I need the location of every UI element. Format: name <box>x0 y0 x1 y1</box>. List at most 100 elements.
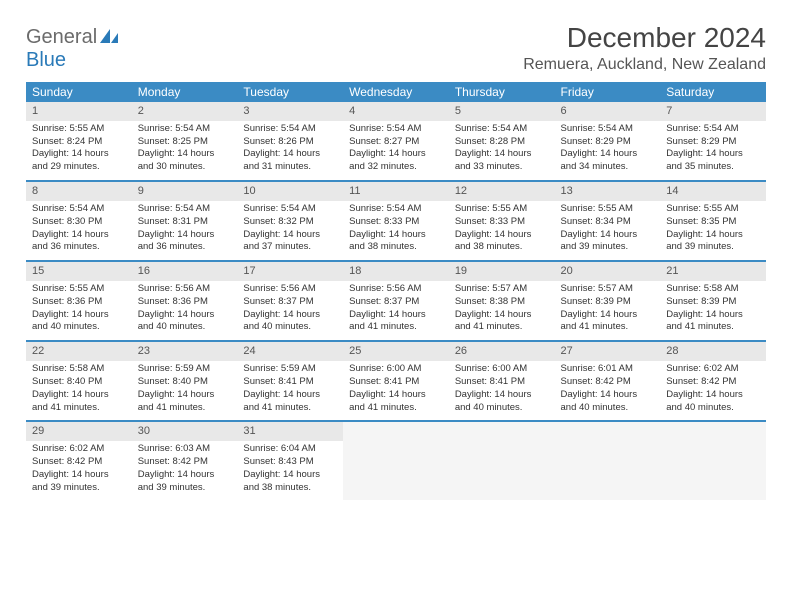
daylight-text: Daylight: 14 hours and 29 minutes. <box>32 148 126 174</box>
daylight-text: Daylight: 14 hours and 41 minutes. <box>455 309 549 335</box>
day-number: 9 <box>132 182 238 201</box>
sunset-text: Sunset: 8:42 PM <box>666 376 760 389</box>
calendar-row: 15Sunrise: 5:55 AMSunset: 8:36 PMDayligh… <box>26 261 766 341</box>
daylight-text: Daylight: 14 hours and 39 minutes. <box>561 229 655 255</box>
day-body: Sunrise: 5:55 AMSunset: 8:33 PMDaylight:… <box>449 201 555 260</box>
sunrise-text: Sunrise: 5:56 AM <box>243 283 337 296</box>
weekday-header: Wednesday <box>343 82 449 102</box>
day-number: 22 <box>26 342 132 361</box>
calendar-cell: 23Sunrise: 5:59 AMSunset: 8:40 PMDayligh… <box>132 341 238 421</box>
sunset-text: Sunset: 8:33 PM <box>455 216 549 229</box>
daylight-text: Daylight: 14 hours and 34 minutes. <box>561 148 655 174</box>
sunrise-text: Sunrise: 6:01 AM <box>561 363 655 376</box>
sunset-text: Sunset: 8:43 PM <box>243 456 337 469</box>
calendar-cell: 24Sunrise: 5:59 AMSunset: 8:41 PMDayligh… <box>237 341 343 421</box>
calendar-cell: 7Sunrise: 5:54 AMSunset: 8:29 PMDaylight… <box>660 102 766 181</box>
daylight-text: Daylight: 14 hours and 41 minutes. <box>349 309 443 335</box>
day-number: 20 <box>555 262 661 281</box>
sunset-text: Sunset: 8:35 PM <box>666 216 760 229</box>
day-body: Sunrise: 5:54 AMSunset: 8:28 PMDaylight:… <box>449 121 555 180</box>
day-number: 10 <box>237 182 343 201</box>
sunset-text: Sunset: 8:32 PM <box>243 216 337 229</box>
location: Remuera, Auckland, New Zealand <box>523 56 766 74</box>
calendar-cell: 20Sunrise: 5:57 AMSunset: 8:39 PMDayligh… <box>555 261 661 341</box>
sunset-text: Sunset: 8:30 PM <box>32 216 126 229</box>
sunrise-text: Sunrise: 6:00 AM <box>349 363 443 376</box>
calendar-cell: 29Sunrise: 6:02 AMSunset: 8:42 PMDayligh… <box>26 421 132 500</box>
day-number: 24 <box>237 342 343 361</box>
day-body: Sunrise: 5:59 AMSunset: 8:41 PMDaylight:… <box>237 361 343 420</box>
sunset-text: Sunset: 8:26 PM <box>243 136 337 149</box>
day-number: 15 <box>26 262 132 281</box>
sunset-text: Sunset: 8:28 PM <box>455 136 549 149</box>
sunset-text: Sunset: 8:37 PM <box>243 296 337 309</box>
weekday-header: Thursday <box>449 82 555 102</box>
sunrise-text: Sunrise: 5:54 AM <box>455 123 549 136</box>
daylight-text: Daylight: 14 hours and 40 minutes. <box>455 389 549 415</box>
sunset-text: Sunset: 8:33 PM <box>349 216 443 229</box>
logo-text-blue: Blue <box>26 49 66 71</box>
sunrise-text: Sunrise: 5:58 AM <box>32 363 126 376</box>
day-body: Sunrise: 5:58 AMSunset: 8:40 PMDaylight:… <box>26 361 132 420</box>
calendar-cell: 14Sunrise: 5:55 AMSunset: 8:35 PMDayligh… <box>660 181 766 261</box>
sunset-text: Sunset: 8:27 PM <box>349 136 443 149</box>
day-body: Sunrise: 5:57 AMSunset: 8:38 PMDaylight:… <box>449 281 555 340</box>
sunrise-text: Sunrise: 6:03 AM <box>138 443 232 456</box>
calendar-cell: 19Sunrise: 5:57 AMSunset: 8:38 PMDayligh… <box>449 261 555 341</box>
calendar-cell: 9Sunrise: 5:54 AMSunset: 8:31 PMDaylight… <box>132 181 238 261</box>
day-body: Sunrise: 5:54 AMSunset: 8:26 PMDaylight:… <box>237 121 343 180</box>
weekday-header-row: Sunday Monday Tuesday Wednesday Thursday… <box>26 82 766 102</box>
day-number: 14 <box>660 182 766 201</box>
day-body: Sunrise: 5:56 AMSunset: 8:37 PMDaylight:… <box>343 281 449 340</box>
sunrise-text: Sunrise: 5:55 AM <box>32 283 126 296</box>
calendar-cell: 22Sunrise: 5:58 AMSunset: 8:40 PMDayligh… <box>26 341 132 421</box>
sunrise-text: Sunrise: 5:56 AM <box>349 283 443 296</box>
sunset-text: Sunset: 8:41 PM <box>349 376 443 389</box>
sunset-text: Sunset: 8:36 PM <box>138 296 232 309</box>
calendar-table: Sunday Monday Tuesday Wednesday Thursday… <box>26 82 766 500</box>
sunrise-text: Sunrise: 5:54 AM <box>349 203 443 216</box>
day-body: Sunrise: 5:54 AMSunset: 8:32 PMDaylight:… <box>237 201 343 260</box>
daylight-text: Daylight: 14 hours and 33 minutes. <box>455 148 549 174</box>
sunrise-text: Sunrise: 5:56 AM <box>138 283 232 296</box>
day-number: 6 <box>555 102 661 121</box>
day-number: 27 <box>555 342 661 361</box>
day-body: Sunrise: 5:54 AMSunset: 8:33 PMDaylight:… <box>343 201 449 260</box>
day-number: 12 <box>449 182 555 201</box>
title-block: December 2024 Remuera, Auckland, New Zea… <box>523 22 766 74</box>
calendar-cell: 3Sunrise: 5:54 AMSunset: 8:26 PMDaylight… <box>237 102 343 181</box>
daylight-text: Daylight: 14 hours and 35 minutes. <box>666 148 760 174</box>
calendar-row: 8Sunrise: 5:54 AMSunset: 8:30 PMDaylight… <box>26 181 766 261</box>
day-number: 1 <box>26 102 132 121</box>
day-body: Sunrise: 5:56 AMSunset: 8:36 PMDaylight:… <box>132 281 238 340</box>
sunset-text: Sunset: 8:36 PM <box>32 296 126 309</box>
sunset-text: Sunset: 8:42 PM <box>138 456 232 469</box>
day-number: 25 <box>343 342 449 361</box>
sunset-text: Sunset: 8:37 PM <box>349 296 443 309</box>
sunrise-text: Sunrise: 5:54 AM <box>138 203 232 216</box>
day-body: Sunrise: 5:54 AMSunset: 8:29 PMDaylight:… <box>555 121 661 180</box>
calendar-cell: 18Sunrise: 5:56 AMSunset: 8:37 PMDayligh… <box>343 261 449 341</box>
weekday-header: Tuesday <box>237 82 343 102</box>
daylight-text: Daylight: 14 hours and 41 minutes. <box>666 309 760 335</box>
day-number: 17 <box>237 262 343 281</box>
daylight-text: Daylight: 14 hours and 41 minutes. <box>138 389 232 415</box>
day-number: 31 <box>237 422 343 441</box>
calendar-cell: 26Sunrise: 6:00 AMSunset: 8:41 PMDayligh… <box>449 341 555 421</box>
day-number: 23 <box>132 342 238 361</box>
sunset-text: Sunset: 8:34 PM <box>561 216 655 229</box>
calendar-page: General Blue December 2024 Remuera, Auck… <box>0 0 792 510</box>
daylight-text: Daylight: 14 hours and 30 minutes. <box>138 148 232 174</box>
header: General Blue December 2024 Remuera, Auck… <box>26 22 766 74</box>
day-body: Sunrise: 6:04 AMSunset: 8:43 PMDaylight:… <box>237 441 343 500</box>
calendar-cell: 28Sunrise: 6:02 AMSunset: 8:42 PMDayligh… <box>660 341 766 421</box>
sunrise-text: Sunrise: 5:59 AM <box>138 363 232 376</box>
day-body: Sunrise: 6:01 AMSunset: 8:42 PMDaylight:… <box>555 361 661 420</box>
day-body: Sunrise: 6:03 AMSunset: 8:42 PMDaylight:… <box>132 441 238 500</box>
logo-text: General Blue <box>26 26 118 72</box>
day-number: 11 <box>343 182 449 201</box>
sunrise-text: Sunrise: 5:58 AM <box>666 283 760 296</box>
sunrise-text: Sunrise: 5:57 AM <box>455 283 549 296</box>
day-number: 2 <box>132 102 238 121</box>
day-number: 16 <box>132 262 238 281</box>
